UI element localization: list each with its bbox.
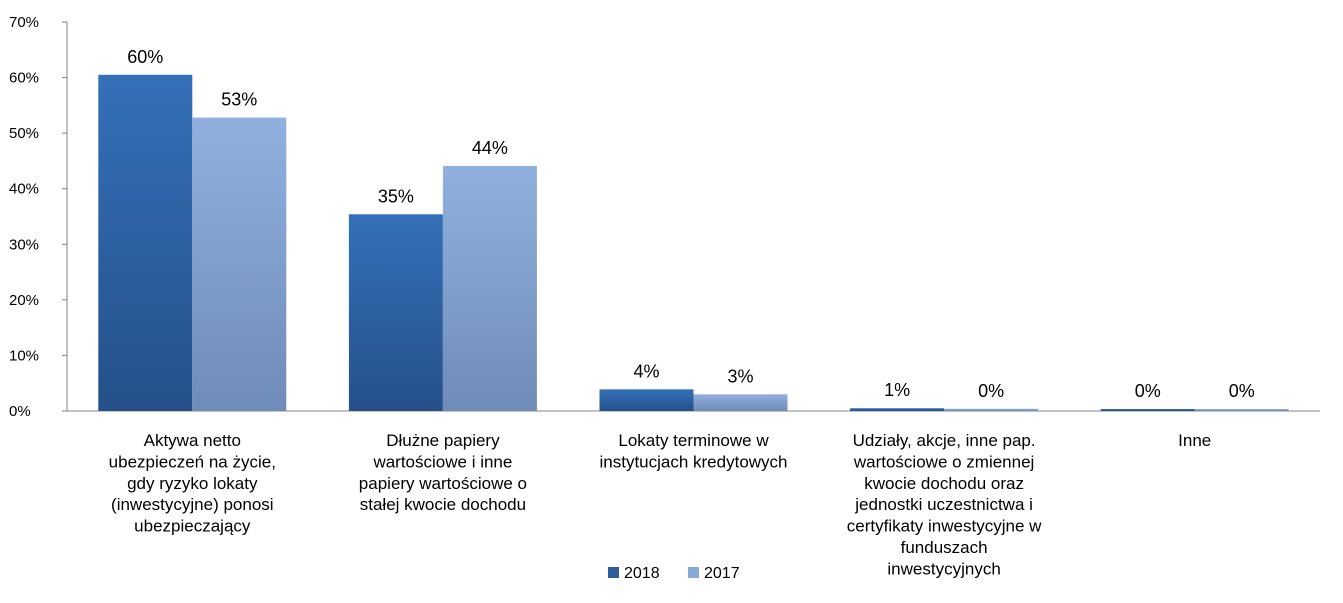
legend-swatch-2018 bbox=[608, 567, 619, 578]
x-category-label-line: wartościowe o zmiennej bbox=[853, 452, 1034, 471]
bar-2017-3 bbox=[693, 394, 788, 411]
bar-2017-5 bbox=[1194, 409, 1289, 411]
x-category-label-line: (inwestycyjne) ponosi bbox=[111, 495, 274, 514]
bar-2018-2 bbox=[348, 214, 443, 411]
data-label: 1% bbox=[884, 380, 910, 400]
y-tick-label: 50% bbox=[9, 125, 39, 142]
y-tick-label: 20% bbox=[9, 292, 39, 309]
x-category-label-line: stałej kwocie dochodu bbox=[360, 495, 526, 514]
bar-2017-4 bbox=[944, 408, 1039, 411]
bar-2018-1 bbox=[98, 74, 193, 412]
x-category-label-line: certyfikaty inwestycyjne w bbox=[847, 517, 1042, 536]
data-label: 35% bbox=[378, 186, 414, 206]
x-category-label-line: papiery wartościowe o bbox=[359, 474, 527, 493]
x-category-label-line: Lokaty terminowe w bbox=[618, 431, 769, 450]
legend-label-2017: 2017 bbox=[704, 565, 740, 582]
y-tick-label: 10% bbox=[9, 347, 39, 364]
bar-2017-1 bbox=[192, 117, 287, 411]
x-category-label-line: funduszach bbox=[901, 538, 988, 557]
y-tick-label: 60% bbox=[9, 70, 39, 87]
data-label: 53% bbox=[221, 90, 257, 110]
data-label: 0% bbox=[1135, 381, 1161, 401]
bar-2018-3 bbox=[599, 389, 694, 411]
x-category-label-line: wartościowe i inne bbox=[372, 452, 512, 471]
bar-2017-2 bbox=[442, 165, 537, 411]
x-category-label: Lokaty terminowe w instytucjach kredytowy… bbox=[599, 431, 787, 471]
x-category-label-line: Udziały, akcje, inne pap. bbox=[853, 431, 1036, 450]
x-category-label-line: Inne bbox=[1178, 431, 1211, 450]
x-category-label: Udziały, akcje, inne pap. wartościowe o z… bbox=[847, 431, 1042, 578]
x-category-label: Dłużne papiery wartościowe i inne papiery … bbox=[359, 431, 527, 514]
x-category-label-line: jednostki uczestnictwa i bbox=[854, 495, 1033, 514]
x-category-label-line: instytucjach kredytowych bbox=[599, 452, 787, 471]
data-label: 4% bbox=[633, 361, 659, 381]
bar-2018-4 bbox=[850, 408, 945, 411]
x-category-label-line: kwocie dochodu oraz bbox=[864, 474, 1024, 493]
x-category-label: Aktywa netto ubezpieczeń na życie, gdy ryz… bbox=[109, 431, 276, 536]
x-category-label-line: inwestycyjnych bbox=[887, 559, 1000, 578]
x-category-label-line: gdy ryzyko lokaty bbox=[127, 474, 258, 493]
y-tick-label: 40% bbox=[9, 181, 39, 198]
bar-2018-5 bbox=[1100, 409, 1195, 411]
legend-label-2018: 2018 bbox=[624, 565, 660, 582]
x-category-label-line: ubezpieczający bbox=[134, 517, 251, 536]
x-category-label-line: Dłużne papiery bbox=[386, 431, 500, 450]
data-label: 60% bbox=[127, 47, 163, 67]
x-category-label-line: Aktywa netto bbox=[144, 431, 241, 450]
legend-swatch-2017 bbox=[688, 567, 699, 578]
y-tick-label: 0% bbox=[9, 403, 31, 420]
data-label: 3% bbox=[727, 366, 753, 386]
x-category-label-line: ubezpieczeń na życie, bbox=[109, 452, 276, 471]
data-label: 44% bbox=[472, 138, 508, 158]
y-tick-label: 30% bbox=[9, 236, 39, 253]
x-category-label: Inne bbox=[1178, 431, 1211, 450]
y-tick-label: 70% bbox=[9, 14, 39, 31]
data-label: 0% bbox=[1229, 381, 1255, 401]
data-label: 0% bbox=[978, 381, 1004, 401]
